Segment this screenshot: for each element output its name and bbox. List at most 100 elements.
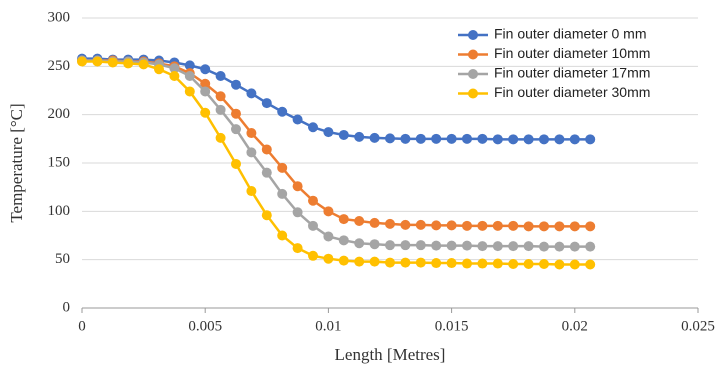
data-point (200, 64, 211, 75)
data-point (169, 63, 180, 74)
data-point (462, 133, 472, 144)
data-point (508, 134, 519, 145)
data-point (261, 210, 272, 221)
data-point (431, 220, 442, 231)
data-point (77, 56, 87, 67)
y-tick-label: 50 (55, 251, 70, 267)
data-point (354, 216, 365, 226)
y-tick-label: 0 (63, 299, 71, 315)
data-point (308, 220, 318, 231)
series-line (82, 57, 591, 141)
x-tick-label: 0.01 (315, 318, 341, 334)
data-point (107, 57, 118, 68)
data-point (261, 144, 272, 155)
data-point (554, 259, 565, 270)
data-point (308, 250, 318, 261)
data-point (385, 257, 395, 268)
series-line (82, 59, 591, 228)
data-point (92, 56, 103, 67)
data-point (539, 241, 549, 252)
data-point (338, 255, 349, 266)
data-point (400, 219, 411, 230)
data-point (292, 181, 303, 192)
data-point (277, 162, 288, 173)
data-point (492, 241, 503, 252)
data-point (215, 132, 226, 143)
x-axis-label: Length [Metres] (335, 345, 446, 364)
data-point (369, 239, 380, 250)
y-tick-label: 250 (48, 58, 71, 74)
x-tick-label: 0.005 (188, 318, 222, 334)
data-point (585, 221, 596, 232)
data-point (462, 258, 472, 269)
data-point (308, 195, 318, 206)
data-point (184, 71, 195, 81)
data-point (246, 88, 257, 99)
data-point (369, 132, 380, 143)
data-point (215, 91, 226, 102)
x-tick-label: 0.02 (562, 318, 588, 334)
data-point (246, 128, 257, 139)
data-point (231, 158, 241, 169)
legend-marker (468, 49, 478, 60)
data-point (477, 258, 488, 269)
data-point (415, 240, 426, 251)
data-point (508, 259, 519, 270)
data-point (400, 240, 411, 251)
data-point (585, 259, 596, 270)
data-point (338, 235, 349, 246)
data-point (446, 258, 457, 269)
data-point (184, 60, 195, 71)
data-point (323, 231, 334, 242)
data-point (554, 241, 565, 252)
x-tick-label: 0 (78, 318, 86, 334)
data-point (431, 133, 442, 144)
legend-label: Fin outer diameter 17mm (494, 65, 650, 81)
data-point (539, 221, 549, 232)
data-point (415, 133, 426, 144)
data-point (184, 86, 195, 97)
y-tick-label: 150 (48, 154, 71, 170)
y-tick-label: 100 (48, 203, 71, 219)
data-point (246, 186, 257, 197)
data-point (492, 220, 503, 231)
data-point (539, 259, 549, 270)
data-point (446, 240, 457, 251)
data-point (369, 217, 380, 228)
y-tick-label: 300 (48, 9, 71, 25)
data-point (323, 206, 334, 217)
data-point (539, 134, 549, 145)
data-point (138, 59, 149, 70)
data-point (323, 253, 334, 264)
series-line (82, 59, 591, 248)
data-point (231, 108, 241, 119)
data-point (569, 241, 580, 252)
data-point (292, 243, 303, 254)
data-point (585, 241, 596, 252)
data-point (154, 64, 164, 75)
data-point (215, 71, 226, 81)
data-point (462, 240, 472, 251)
data-point (200, 86, 211, 97)
data-point (569, 134, 580, 145)
data-point (385, 240, 395, 251)
data-point (431, 240, 442, 251)
data-point (292, 114, 303, 125)
data-point (523, 241, 534, 252)
data-point (446, 220, 457, 231)
legend-marker (468, 30, 478, 40)
data-point (292, 207, 303, 218)
data-point (277, 230, 288, 241)
data-point (354, 256, 365, 267)
y-axis-label: Temperature [°C] (7, 103, 26, 222)
data-point (508, 241, 519, 252)
x-tick-label: 0.025 (681, 318, 715, 334)
data-point (123, 58, 134, 69)
data-point (462, 220, 472, 231)
legend-label: Fin outer diameter 0 mm (494, 26, 647, 42)
data-point (338, 129, 349, 140)
data-point (385, 218, 395, 229)
data-point (277, 106, 288, 117)
legend-label: Fin outer diameter 30mm (494, 84, 650, 100)
data-point (323, 127, 334, 138)
